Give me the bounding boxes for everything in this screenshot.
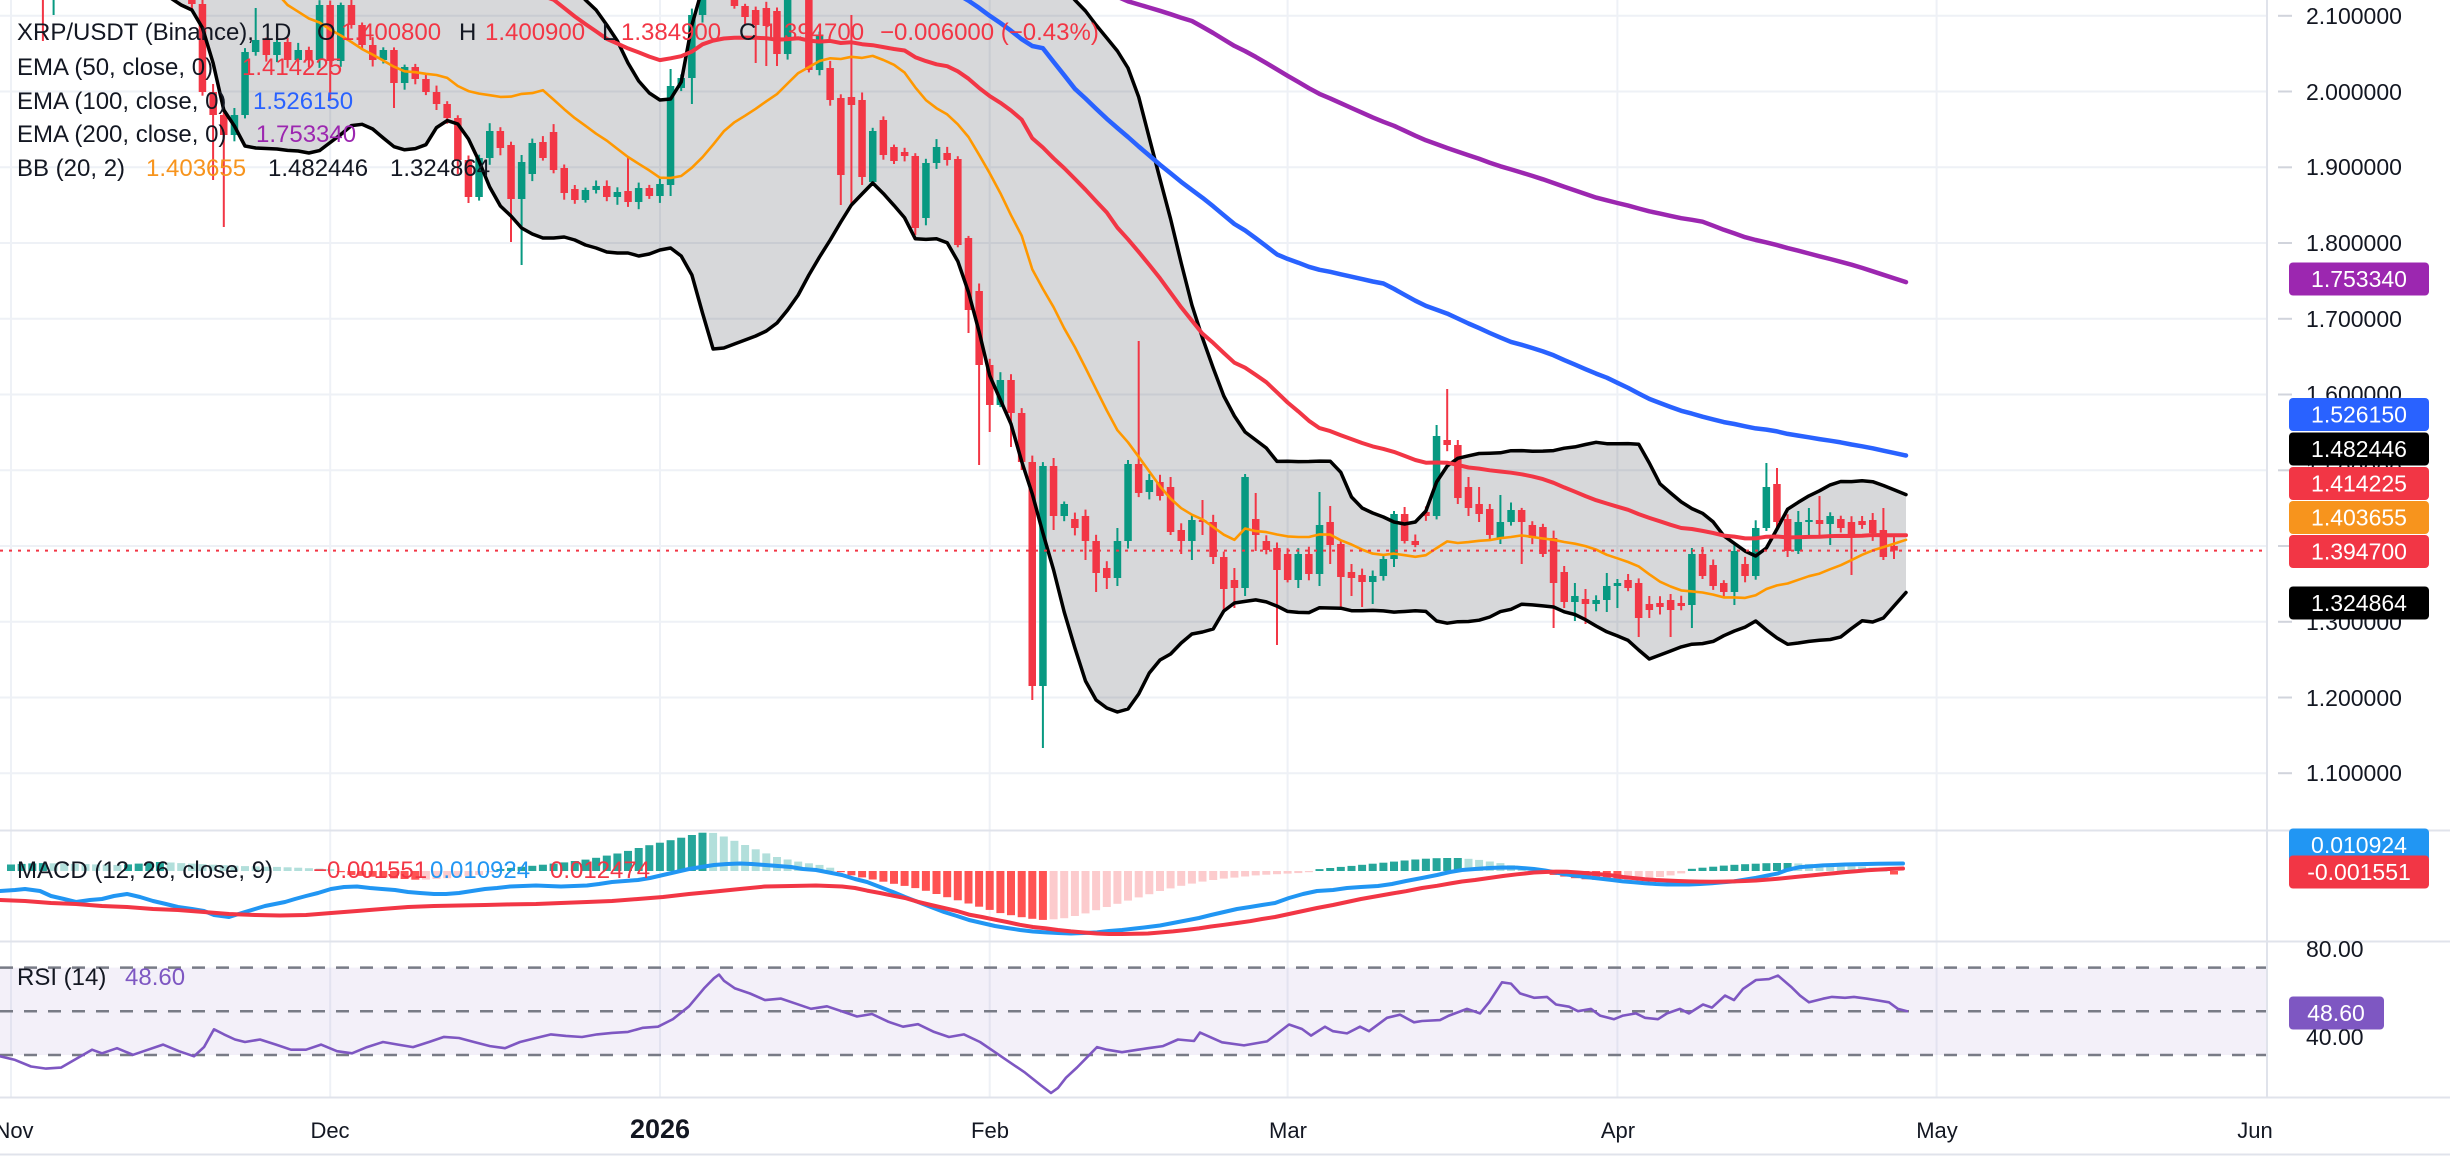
svg-text:EMA (50, close, 0): EMA (50, close, 0) — [17, 54, 213, 81]
svg-text:Apr: Apr — [1601, 1118, 1635, 1143]
svg-text:1.100000: 1.100000 — [2306, 760, 2402, 786]
svg-text:1.200000: 1.200000 — [2306, 685, 2402, 711]
svg-text:1.700000: 1.700000 — [2306, 306, 2402, 332]
svg-text:1.324864: 1.324864 — [2311, 590, 2407, 616]
svg-text:1.526150: 1.526150 — [2311, 402, 2407, 428]
svg-text:2.000000: 2.000000 — [2306, 79, 2402, 105]
svg-text:EMA (100, close, 0): EMA (100, close, 0) — [17, 88, 226, 115]
svg-text:May: May — [1916, 1118, 1958, 1143]
svg-text:EMA (200, close, 0): EMA (200, close, 0) — [17, 121, 226, 148]
svg-text:0.010924: 0.010924 — [2311, 832, 2407, 858]
svg-text:Mar: Mar — [1269, 1118, 1307, 1143]
svg-text:0.010924: 0.010924 — [430, 857, 530, 884]
svg-text:Jun: Jun — [2237, 1118, 2272, 1143]
svg-text:2026: 2026 — [630, 1114, 690, 1144]
svg-text:1.753340: 1.753340 — [2311, 266, 2407, 292]
svg-text:2.100000: 2.100000 — [2306, 3, 2402, 29]
svg-text:MACD (12, 26, close, 9): MACD (12, 26, close, 9) — [17, 857, 273, 884]
svg-text:Feb: Feb — [971, 1118, 1009, 1143]
svg-text:H: H — [459, 19, 476, 46]
svg-text:1.384900: 1.384900 — [621, 19, 721, 46]
svg-text:48.60: 48.60 — [125, 964, 185, 991]
svg-text:1.753340: 1.753340 — [256, 121, 356, 148]
svg-text:1.394700: 1.394700 — [2311, 539, 2407, 565]
svg-text:RSI (14): RSI (14) — [17, 964, 106, 991]
svg-text:1.324864: 1.324864 — [390, 155, 490, 182]
svg-text:L: L — [602, 19, 615, 46]
svg-text:1.414225: 1.414225 — [242, 54, 342, 81]
svg-text:Dec: Dec — [310, 1118, 349, 1143]
svg-text:1.414225: 1.414225 — [2311, 471, 2407, 497]
svg-text:80.00: 80.00 — [2306, 936, 2364, 962]
svg-text:−0.001551: −0.001551 — [313, 857, 427, 884]
svg-text:48.60: 48.60 — [2307, 1000, 2365, 1026]
svg-text:−0.006000 (−0.43%): −0.006000 (−0.43%) — [880, 19, 1099, 46]
svg-text:1.394700: 1.394700 — [764, 19, 864, 46]
svg-text:Nov: Nov — [0, 1118, 34, 1143]
svg-text:BB (20, 2): BB (20, 2) — [17, 155, 125, 182]
svg-text:1.400800: 1.400800 — [341, 19, 441, 46]
svg-text:1.526150: 1.526150 — [253, 88, 353, 115]
svg-text:0.012474: 0.012474 — [550, 857, 650, 884]
svg-text:1.800000: 1.800000 — [2306, 230, 2402, 256]
svg-text:O: O — [317, 19, 336, 46]
svg-text:1.482446: 1.482446 — [2311, 436, 2407, 462]
svg-text:1.403655: 1.403655 — [146, 155, 246, 182]
svg-text:1.900000: 1.900000 — [2306, 154, 2402, 180]
svg-text:C: C — [739, 19, 756, 46]
svg-text:1.403655: 1.403655 — [2311, 505, 2407, 531]
svg-text:XRP/USDT (Binance), 1D: XRP/USDT (Binance), 1D — [17, 19, 291, 46]
svg-text:1.400900: 1.400900 — [485, 19, 585, 46]
svg-text:1.482446: 1.482446 — [268, 155, 368, 182]
svg-text:-0.001551: -0.001551 — [2307, 859, 2411, 885]
